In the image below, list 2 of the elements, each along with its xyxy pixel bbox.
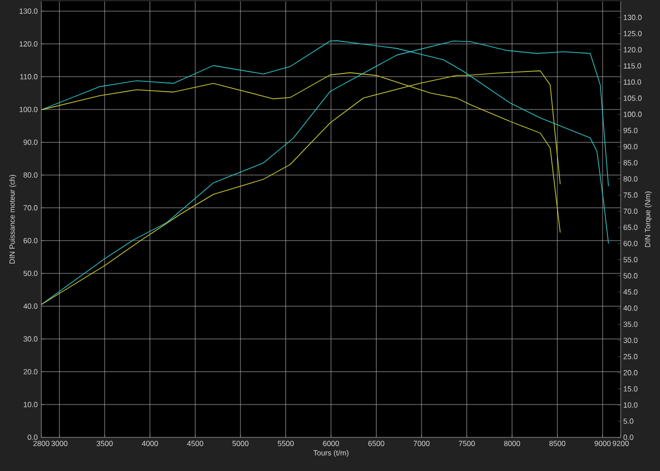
line-series <box>41 40 609 305</box>
line-series <box>41 70 561 305</box>
